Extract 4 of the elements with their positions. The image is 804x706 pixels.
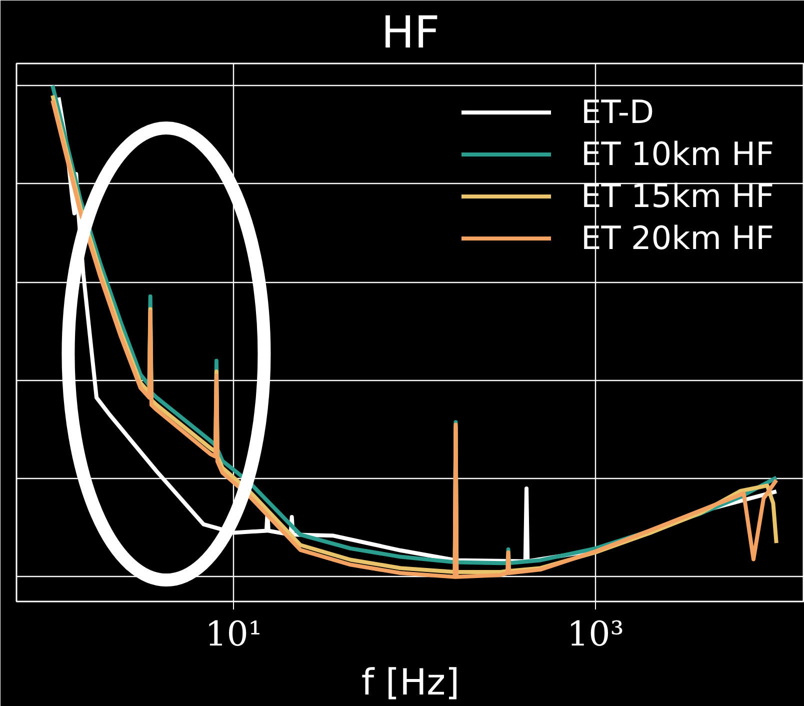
x-tick-label: 10¹ [205, 614, 262, 654]
chart-title: HF [381, 8, 440, 58]
x-tick-label: 10³ [566, 614, 624, 654]
x-axis-title: f [Hz] [361, 662, 460, 704]
